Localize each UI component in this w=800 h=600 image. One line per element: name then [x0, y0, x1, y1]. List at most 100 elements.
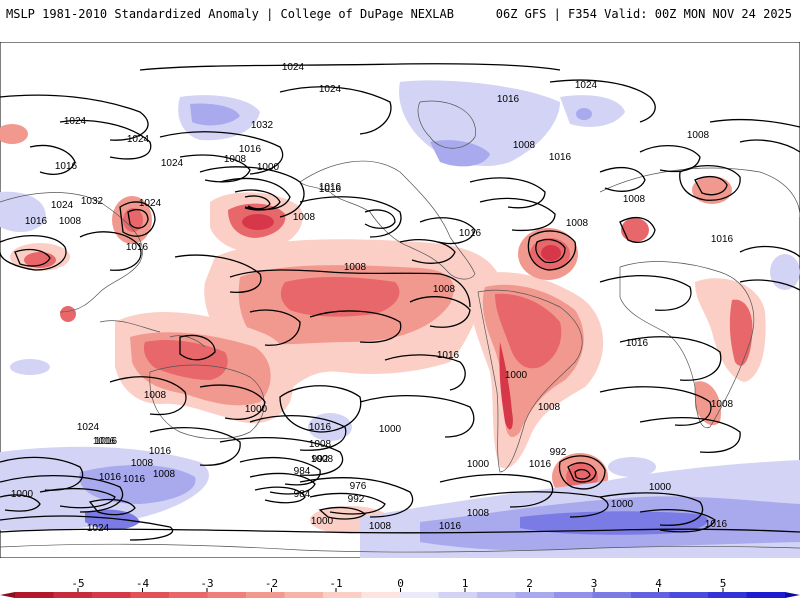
colorbar-segment: [15, 592, 54, 598]
isobar-label: 1016: [99, 472, 122, 483]
colorbar-segment: [515, 592, 555, 598]
isobar-label: 1016: [549, 152, 572, 163]
isobar-label: 1016: [309, 422, 332, 433]
positive-anomaly-fields: [0, 80, 800, 558]
colorbar-tick-label: -4: [135, 577, 150, 590]
isobar-label: 1008: [467, 508, 490, 519]
isobar-label: 1016: [705, 519, 728, 530]
isobar-label: 1000: [467, 459, 490, 470]
pos-anomaly-south-pacific-mid: [308, 413, 352, 441]
isobar-label: 1016: [239, 144, 262, 155]
colorbar-segment: [669, 592, 709, 598]
colorbar: [0, 588, 800, 598]
isobar-label: 1008: [311, 454, 334, 465]
colorbar-segment: [477, 592, 516, 598]
isobar-label: 1016: [711, 234, 734, 245]
colorbar-segment: [53, 592, 93, 598]
isobar-label: 1000: [311, 516, 334, 527]
coast-africa: [619, 261, 754, 429]
colorbar-tick-label: 0: [397, 577, 404, 590]
isobar-label: 1016: [25, 216, 48, 227]
isobar-label: 1000: [649, 482, 672, 493]
colorbar-segment: [708, 592, 747, 598]
isobar-label: 1016: [626, 338, 649, 349]
isobar-label: 1024: [575, 80, 598, 91]
isobar-label: 1000: [245, 404, 268, 415]
isobar-label: 1008: [538, 402, 561, 413]
isobar-label: 1008: [131, 458, 154, 469]
neg-anomaly-australia-inner: [143, 340, 228, 380]
coast-south-america: [477, 289, 583, 473]
isobar-label: 1016: [93, 436, 116, 447]
isobar-label: 1024: [127, 134, 150, 145]
isobar-label: 1008: [293, 212, 316, 223]
isobar-label: 1008: [433, 284, 456, 295]
colorbar-segment: [130, 592, 170, 598]
colorbar-segment: [323, 592, 362, 598]
colorbar-tick-label: -5: [71, 577, 85, 590]
pos-anomaly-russia: [560, 95, 625, 127]
coast-greenland: [417, 100, 476, 149]
pos-anomaly-east-edge: [770, 254, 800, 290]
colorbar-arrow-max: [785, 592, 800, 598]
isobar-label: 1016: [95, 436, 118, 447]
isobar-label: 1016: [126, 242, 149, 253]
colorbar-tick-label: 5: [719, 577, 727, 590]
neg-anomaly-north-pacific-low-center: [242, 214, 274, 230]
isobar-label: 1016: [319, 184, 342, 195]
neg-anomaly-europe: [621, 218, 649, 242]
isobar-label: 1008: [566, 218, 589, 229]
isobar-label: 1032: [251, 120, 274, 131]
header-bar: MSLP 1981-2010 Standardized Anomaly | Co…: [0, 0, 800, 28]
isobar-label: 1016: [437, 350, 460, 361]
isobar-label: 1024: [77, 422, 100, 433]
isobar-label: 1016: [529, 459, 552, 470]
colorbar-tick-label: 4: [655, 577, 662, 590]
isobar-label: 1008: [369, 521, 392, 532]
isobar-label: 1008: [513, 140, 536, 151]
colorbar-segment: [207, 592, 247, 598]
isobar-label: 1024: [64, 116, 87, 127]
negative-anomaly-fields: [0, 124, 766, 534]
isobar-labels: 1024 1024 1024 1024 1016 1032 1016 1008 …: [11, 62, 734, 534]
isobar-label: 1016: [123, 474, 146, 485]
isobar-label: 992: [550, 447, 567, 458]
isobar-label: 1016: [497, 94, 520, 105]
colorbar-arrow-min: [0, 592, 15, 598]
colorbar-segment: [361, 592, 401, 598]
colorbar-segment: [169, 592, 208, 598]
neg-anomaly-pacific-inner: [280, 277, 400, 317]
isobar-label: 1000: [11, 489, 34, 500]
neg-anomaly-southern-africa: [695, 381, 721, 426]
model-run-info: 06Z GFS | F354 Valid: 00Z MON NOV 24 202…: [495, 7, 792, 21]
neg-anomaly-nw-corner: [0, 124, 28, 144]
neg-anomaly-andes: [499, 342, 513, 430]
isobar-label: 1008: [224, 154, 247, 165]
isobar-label: 1016: [55, 161, 78, 172]
isobar-label: 1000: [379, 424, 402, 435]
colorbar-segment: [400, 592, 439, 598]
isobar-label: 1016: [149, 446, 172, 457]
isobar-label: 1024: [319, 84, 342, 95]
map-title: MSLP 1981-2010 Standardized Anomaly | Co…: [6, 7, 454, 21]
colorbar-tick-label: 2: [526, 577, 533, 590]
coast-eurasia: [0, 167, 800, 313]
coast-australia: [149, 364, 265, 440]
colorbar-segment: [246, 592, 285, 598]
colorbar-tick-label: -1: [329, 577, 343, 590]
isobar-label: 1016: [439, 521, 462, 532]
isobar-label: 984: [294, 466, 311, 477]
isobar-label: 1008: [144, 390, 167, 401]
colorbar-segment: [554, 592, 593, 598]
isobar-label: 1008: [344, 262, 367, 273]
isobar-label: 1000: [611, 499, 634, 510]
colorbar-tick-label: 1: [461, 577, 469, 590]
isobar-label: 1024: [87, 523, 110, 534]
isobar-label: 1008: [153, 469, 176, 480]
isobar-label: 984: [294, 489, 311, 500]
pos-anomaly-south-atlantic-small: [608, 457, 656, 477]
colorbar-segment: [592, 592, 632, 598]
isobars: [0, 63, 800, 541]
colorbar-tick-label: 3: [590, 577, 598, 590]
coastlines: [0, 100, 800, 553]
